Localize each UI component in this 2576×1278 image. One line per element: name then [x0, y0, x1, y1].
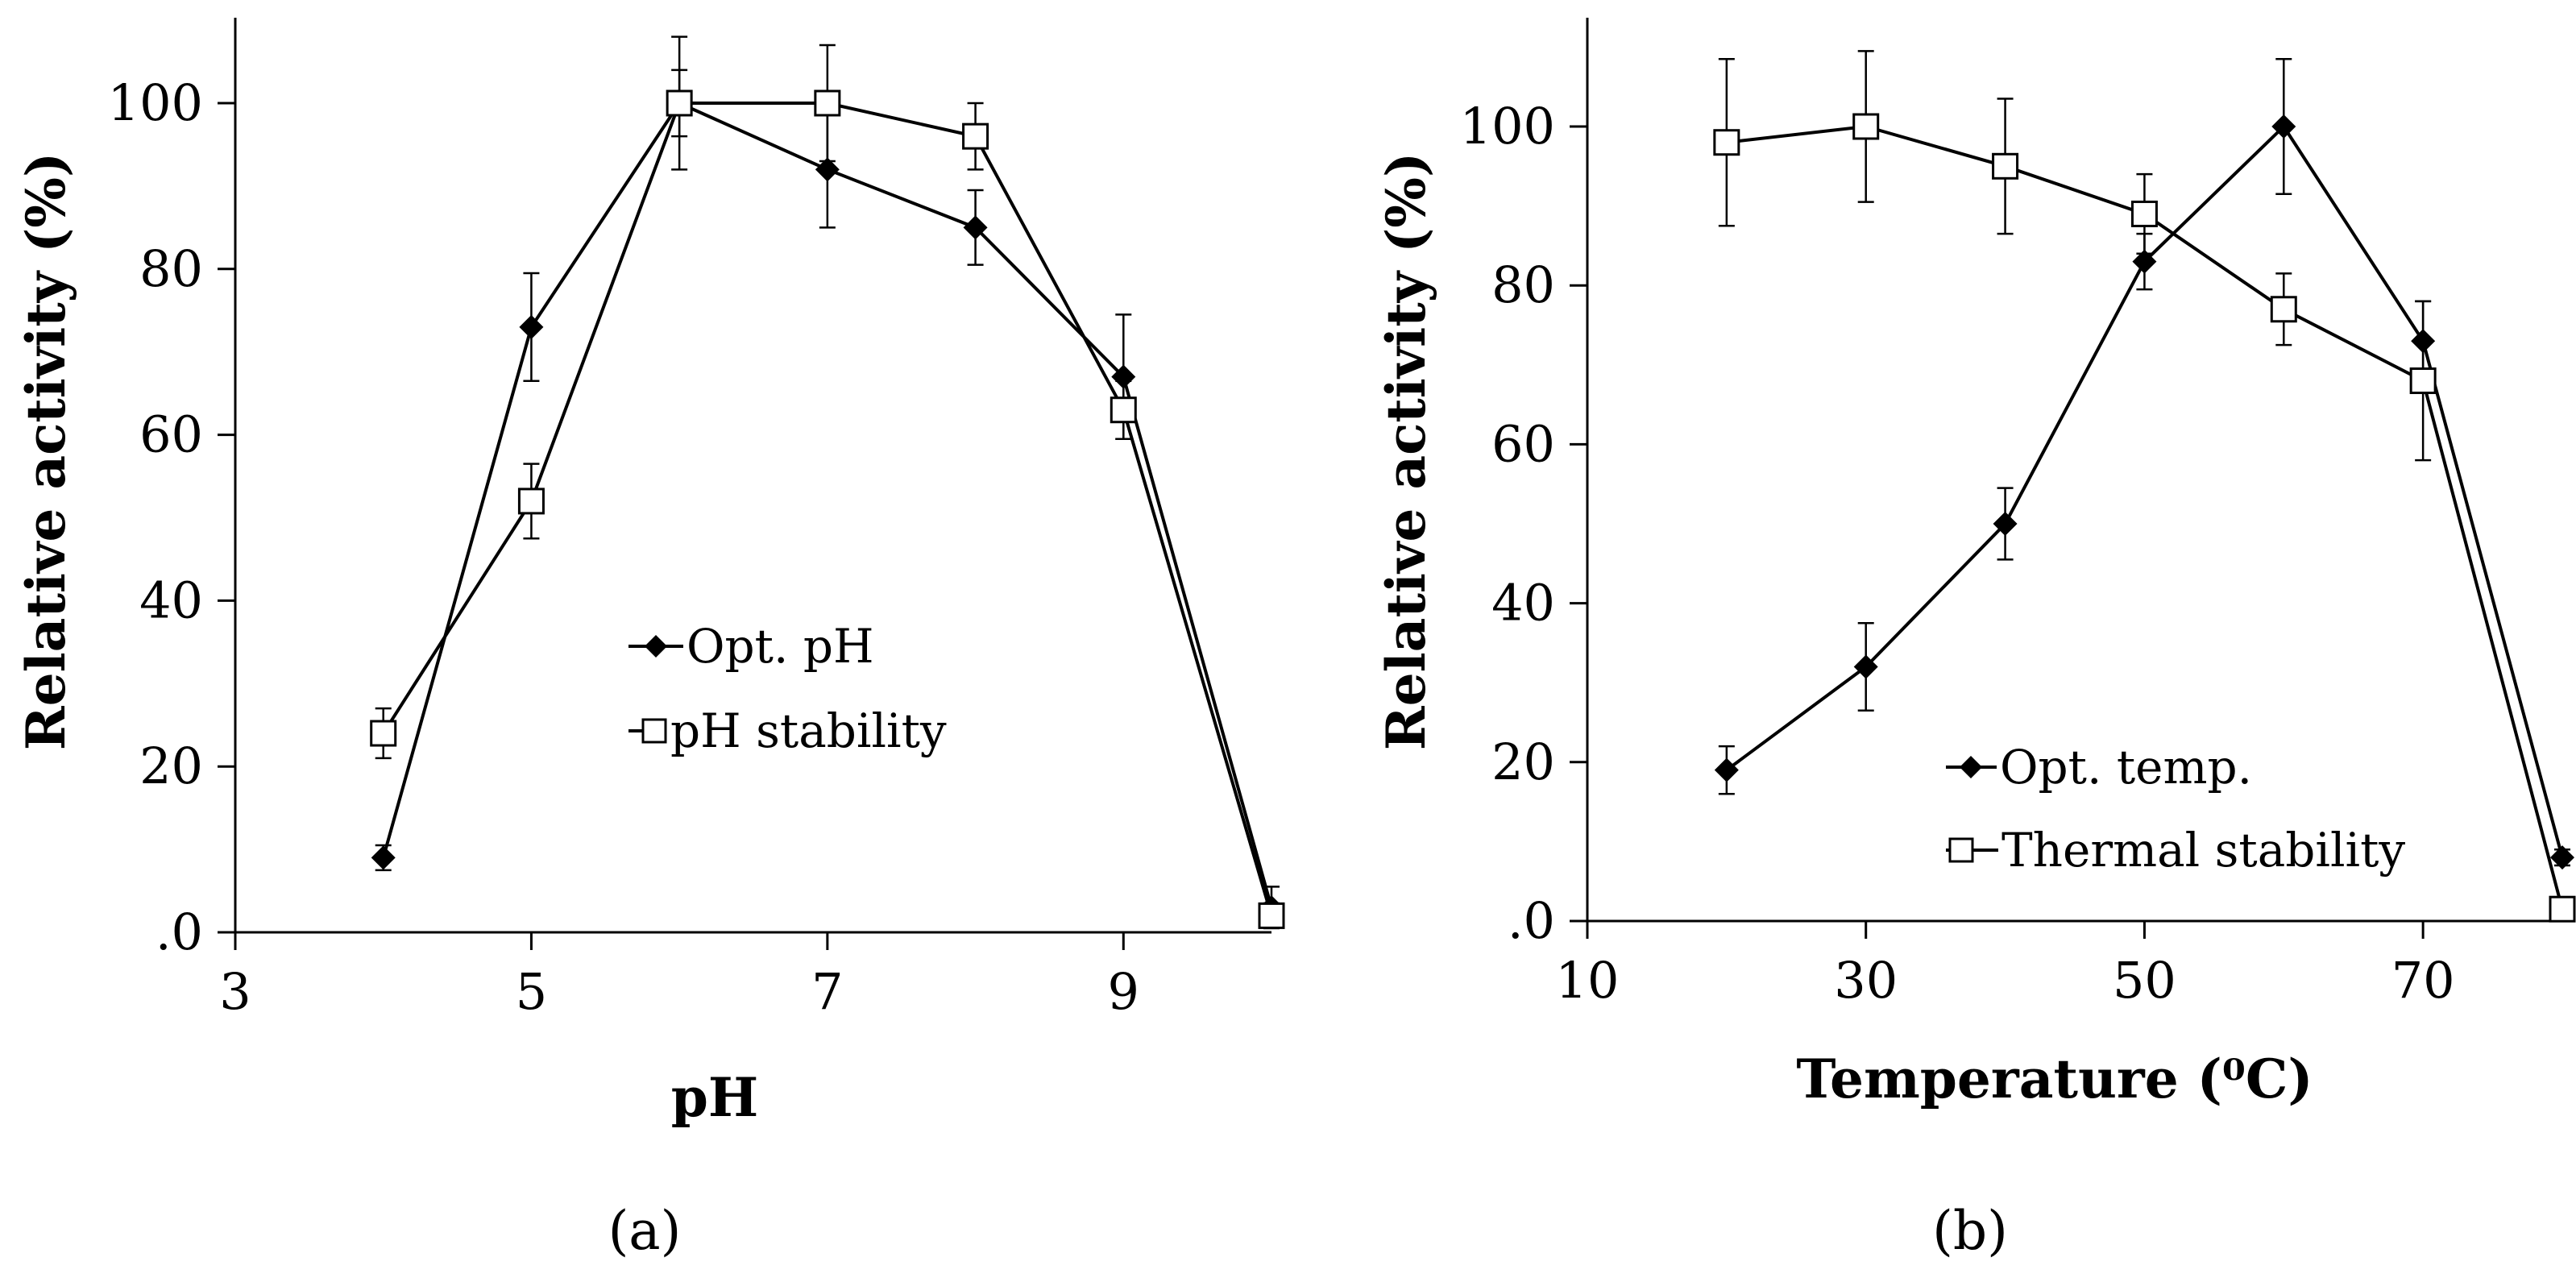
panel-a-ticks: .0 20 40 60 80 100 3 5 7 9: [108, 73, 1139, 1021]
panel-b-legend: Opt. temp. Thermal stability: [1946, 740, 2405, 878]
panel-a-y-tick-label: 40: [139, 571, 203, 629]
panel-a-x-tick-label: 7: [811, 962, 843, 1021]
panel-a-point-opt-ph: [963, 215, 988, 240]
panel-b-point-thermal-stability: [1852, 113, 1880, 140]
panel-b-y-axis-title: Relative activity (%): [1375, 152, 1437, 750]
panel-b-legend-marker-thermal-stability: [1948, 837, 1974, 863]
panel-b-label: (b): [1932, 1200, 2008, 1262]
panel-b-y-tick-label: 80: [1491, 255, 1555, 314]
panel-a-legend-marker-ph-stability: [641, 718, 667, 744]
panel-a-x-tick-label: 9: [1108, 962, 1139, 1021]
panel-a-point-ph-stability: [962, 122, 989, 150]
panel-b-y-tick-label: 20: [1491, 732, 1555, 791]
panel-b-point-opt-temp: [2550, 845, 2574, 870]
panel-b-y-tick-label: 60: [1491, 414, 1555, 473]
panel-a-x-tick-label: 3: [219, 962, 251, 1021]
panel-a-label: (a): [608, 1200, 682, 1262]
panel-a-y-axis-title: Relative activity (%): [15, 152, 77, 750]
panel-a-x-tick-label: 5: [516, 962, 547, 1021]
panel-a-legend-label-ph-stability: pH stability: [670, 703, 947, 758]
panel-b-x-tick-label: 10: [1556, 951, 1620, 1010]
panel-b-series: [1713, 50, 2576, 923]
panel-a-legend: Opt. pH pH stability: [628, 619, 947, 758]
panel-a-legend-marker-opt-ph: [645, 635, 667, 658]
panel-b-point-thermal-stability: [1713, 129, 1740, 156]
panel-a-x-axis-title: pH: [671, 1066, 759, 1129]
panel-a-y-tick-label: 60: [139, 405, 203, 464]
panel-b-legend-label-opt-temp: Opt. temp.: [2000, 740, 2252, 795]
panel-a-y-tick-label: 100: [108, 73, 203, 132]
panel-b-x-tick-label: 70: [2391, 951, 2455, 1010]
panel-a-series: [370, 35, 1285, 930]
panel-b-point-thermal-stability: [1992, 152, 2019, 180]
panel-b: .0 20 40 60 80 100 10 30 50 70 Relative activity …: [1375, 18, 2576, 1262]
panel-a-y-tick-label: 20: [139, 737, 203, 795]
panel-b-y-tick-label: 40: [1491, 574, 1555, 633]
panel-b-point-thermal-stability: [2270, 296, 2297, 323]
panel-b-ticks: .0 20 40 60 80 100 10 30 50 70: [1460, 97, 2455, 1010]
panel-a-point-opt-ph: [815, 157, 840, 182]
panel-b-x-axis-title: Temperature (⁰C): [1796, 1048, 2313, 1110]
panel-a-point-ph-stability: [814, 89, 841, 117]
panel-b-point-opt-temp: [1714, 757, 1739, 782]
panel-a-point-ph-stability: [1110, 396, 1137, 424]
panel-a-point-opt-ph: [371, 845, 396, 870]
panel-b-point-thermal-stability: [2549, 895, 2576, 923]
panel-a-point-opt-ph: [519, 314, 544, 339]
panel-a-legend-label-opt-ph: Opt. pH: [687, 619, 874, 674]
panel-a-point-opt-ph: [1111, 364, 1136, 389]
panel-b-point-opt-temp: [1993, 512, 2018, 536]
panel-a-point-ph-stability: [666, 89, 693, 117]
panel-b-point-opt-temp: [1853, 654, 1878, 679]
panel-b-x-tick-label: 50: [2113, 951, 2176, 1010]
panel-b-point-thermal-stability: [2409, 367, 2437, 395]
panel-b-legend-marker-opt-temp: [1960, 756, 1982, 778]
panel-b-point-opt-temp: [2271, 114, 2296, 139]
panel-b-legend-label-thermal-stability: Thermal stability: [2001, 823, 2405, 878]
panel-b-y-tick-label: .0: [1508, 891, 1555, 950]
panel-b-point-opt-temp: [2132, 249, 2157, 274]
panel-a-y-tick-label: 80: [139, 239, 203, 298]
panel-a-point-ph-stability: [370, 720, 397, 747]
panel-a-y-tick-label: .0: [156, 902, 203, 961]
panel-b-y-tick-label: 100: [1460, 97, 1555, 156]
panel-a-point-ph-stability: [517, 488, 545, 515]
panel-a-point-ph-stability: [1258, 902, 1285, 929]
panel-b-x-tick-label: 30: [1834, 951, 1898, 1010]
panel-b-point-thermal-stability: [2130, 200, 2158, 227]
